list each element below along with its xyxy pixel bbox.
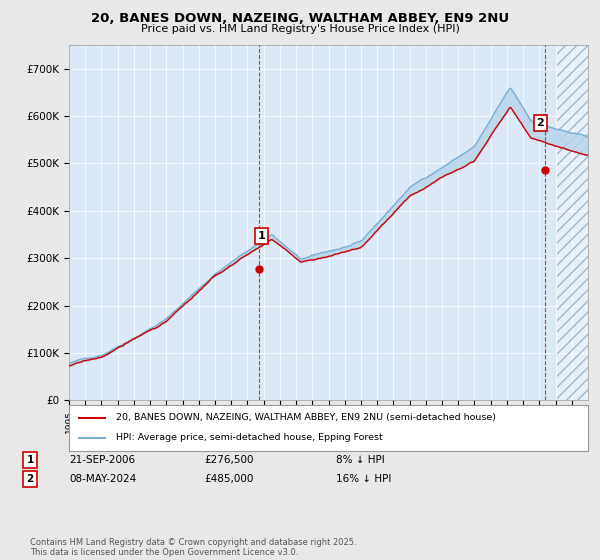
Text: 8% ↓ HPI: 8% ↓ HPI bbox=[336, 455, 385, 465]
Text: Contains HM Land Registry data © Crown copyright and database right 2025.
This d: Contains HM Land Registry data © Crown c… bbox=[30, 538, 356, 557]
Text: 20, BANES DOWN, NAZEING, WALTHAM ABBEY, EN9 2NU (semi-detached house): 20, BANES DOWN, NAZEING, WALTHAM ABBEY, … bbox=[116, 413, 496, 422]
Text: 08-MAY-2024: 08-MAY-2024 bbox=[69, 474, 136, 484]
Text: £276,500: £276,500 bbox=[204, 455, 254, 465]
Point bbox=[254, 265, 264, 274]
Text: 2: 2 bbox=[26, 474, 34, 484]
Text: Price paid vs. HM Land Registry's House Price Index (HPI): Price paid vs. HM Land Registry's House … bbox=[140, 24, 460, 34]
Text: 1: 1 bbox=[26, 455, 34, 465]
Text: 1: 1 bbox=[257, 231, 265, 241]
Text: £485,000: £485,000 bbox=[204, 474, 253, 484]
Point bbox=[541, 166, 550, 175]
Text: 16% ↓ HPI: 16% ↓ HPI bbox=[336, 474, 391, 484]
Text: 21-SEP-2006: 21-SEP-2006 bbox=[69, 455, 135, 465]
Text: 2: 2 bbox=[536, 118, 544, 128]
Text: 20, BANES DOWN, NAZEING, WALTHAM ABBEY, EN9 2NU: 20, BANES DOWN, NAZEING, WALTHAM ABBEY, … bbox=[91, 12, 509, 25]
Text: HPI: Average price, semi-detached house, Epping Forest: HPI: Average price, semi-detached house,… bbox=[116, 433, 382, 442]
